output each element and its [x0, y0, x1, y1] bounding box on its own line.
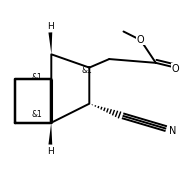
Text: H: H: [47, 22, 54, 31]
Text: N: N: [169, 126, 177, 136]
Text: &1: &1: [32, 110, 42, 119]
Text: H: H: [47, 147, 54, 156]
Text: &1: &1: [32, 73, 42, 82]
Polygon shape: [48, 32, 52, 54]
Text: O: O: [171, 64, 179, 74]
Polygon shape: [48, 123, 52, 145]
Text: O: O: [137, 35, 144, 45]
Text: &1: &1: [81, 66, 92, 75]
